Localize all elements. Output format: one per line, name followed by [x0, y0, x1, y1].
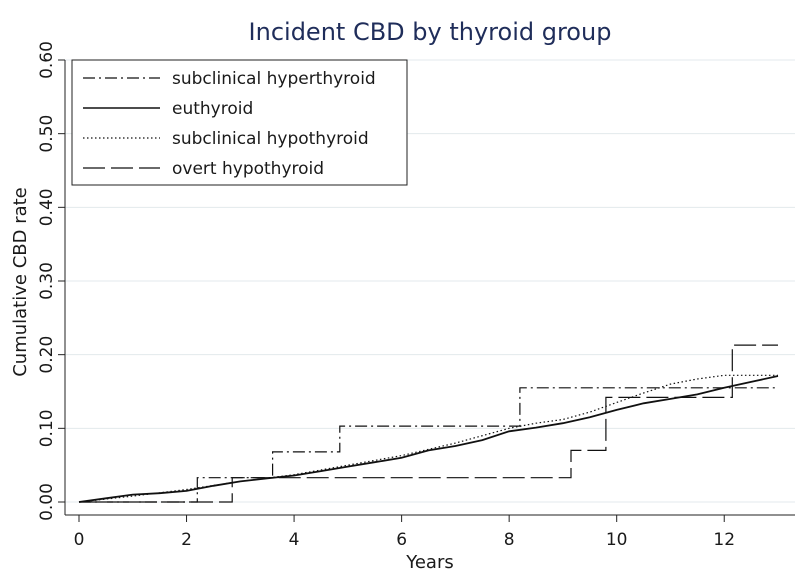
chart-title: Incident CBD by thyroid group — [249, 18, 612, 46]
x-tick-label: 6 — [396, 530, 407, 550]
legend-label: euthyroid — [172, 99, 253, 119]
y-tick-label: 0.50 — [37, 115, 57, 153]
series-line-euthyroid — [78, 375, 779, 503]
x-tick-label: 12 — [713, 530, 735, 550]
y-tick-label: 0.30 — [37, 262, 57, 300]
x-axis-title: Years — [405, 552, 454, 572]
series-line-subclinical-hyperthyroid — [79, 387, 778, 503]
x-tick-label: 2 — [181, 530, 192, 550]
legend-label: overt hypothyroid — [172, 159, 324, 179]
y-tick-label: 0.00 — [37, 483, 57, 521]
legend-label: subclinical hypothyroid — [172, 129, 369, 149]
series-line-subclinical-hypothyroid — [78, 374, 778, 503]
y-axis-title: Cumulative CBD rate — [10, 187, 31, 377]
x-tick-label: 10 — [606, 530, 628, 550]
x-ticks: 0 2 4 6 8 10 12 — [74, 515, 735, 550]
y-tick-label: 0.60 — [37, 41, 57, 79]
x-tick-label: 8 — [504, 530, 515, 550]
series-line-overt-hypothyroid — [79, 344, 778, 503]
x-tick-label: 0 — [74, 530, 85, 550]
x-tick-label: 4 — [289, 530, 300, 550]
legend-box — [71, 59, 408, 186]
y-tick-label: 0.40 — [37, 188, 57, 226]
legend: subclinical hyperthyroid euthyroid subclin… — [71, 59, 408, 186]
y-tick-label: 0.20 — [37, 336, 57, 374]
y-tick-label: 0.10 — [37, 409, 57, 447]
series-lines — [78, 344, 779, 503]
legend-label: subclinical hyperthyroid — [172, 69, 376, 89]
y-ticks: 0.00 0.10 0.20 0.30 0.40 0.50 0.60 — [37, 41, 65, 521]
